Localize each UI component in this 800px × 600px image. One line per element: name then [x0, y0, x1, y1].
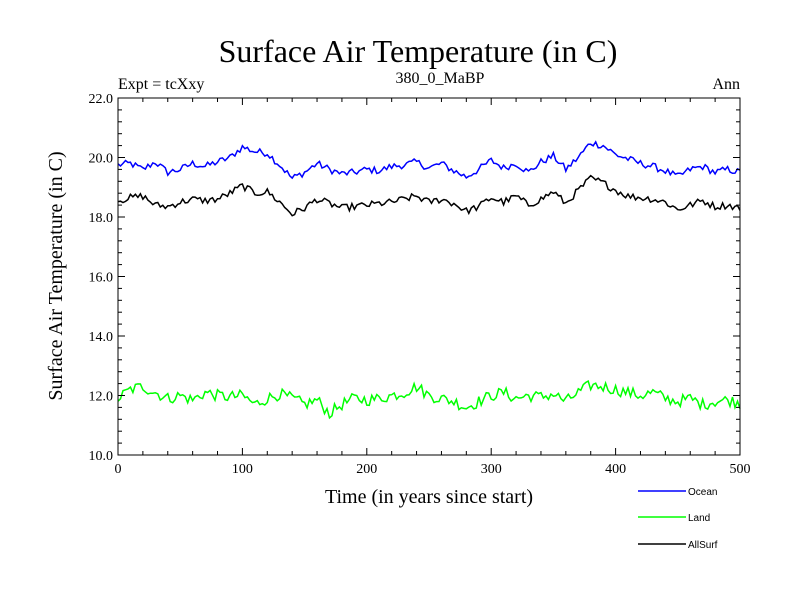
legend: Ocean Land AllSurf: [638, 487, 718, 551]
series-line-allsurf: [117, 174, 741, 217]
y-axis-label: Surface Air Temperature (in C): [45, 151, 67, 400]
y-axis: 10.0 12.0 14.0 16.0 18.0 20.0 22.0: [89, 92, 740, 464]
x-axis: 0 100 200 300 400 500: [115, 98, 751, 477]
x-tick-label: 500: [730, 462, 751, 477]
y-tick-label: 14.0: [89, 330, 114, 345]
y-tick-label: 16.0: [89, 271, 114, 286]
x-axis-label: Time (in years since start): [325, 486, 533, 508]
x-tick-label: 400: [605, 462, 626, 477]
x-tick-label: 200: [356, 462, 377, 477]
series-layer: [117, 140, 741, 420]
y-tick-label: 12.0: [89, 390, 114, 405]
x-tick-label: 0: [115, 462, 122, 477]
plot-frame: [117, 97, 741, 456]
y-tick-label: 10.0: [89, 449, 114, 464]
x-tick-label: 300: [481, 462, 502, 477]
y-tick-label: 18.0: [89, 211, 114, 226]
legend-label-allsurf: AllSurf: [688, 540, 718, 551]
series-line-ocean: [117, 140, 741, 180]
legend-label-ocean: Ocean: [688, 487, 717, 498]
y-tick-label: 22.0: [89, 92, 114, 107]
chart-subtitle: 380_0_MaBP: [396, 70, 485, 87]
experiment-label: Expt = tcXxy: [118, 76, 204, 93]
x-tick-label: 100: [232, 462, 253, 477]
series-line-land: [117, 379, 741, 420]
legend-label-land: Land: [688, 513, 710, 524]
chart-title: Surface Air Temperature (in C): [219, 33, 618, 69]
y-tick-label: 20.0: [89, 152, 114, 167]
season-label: Ann: [712, 76, 740, 93]
